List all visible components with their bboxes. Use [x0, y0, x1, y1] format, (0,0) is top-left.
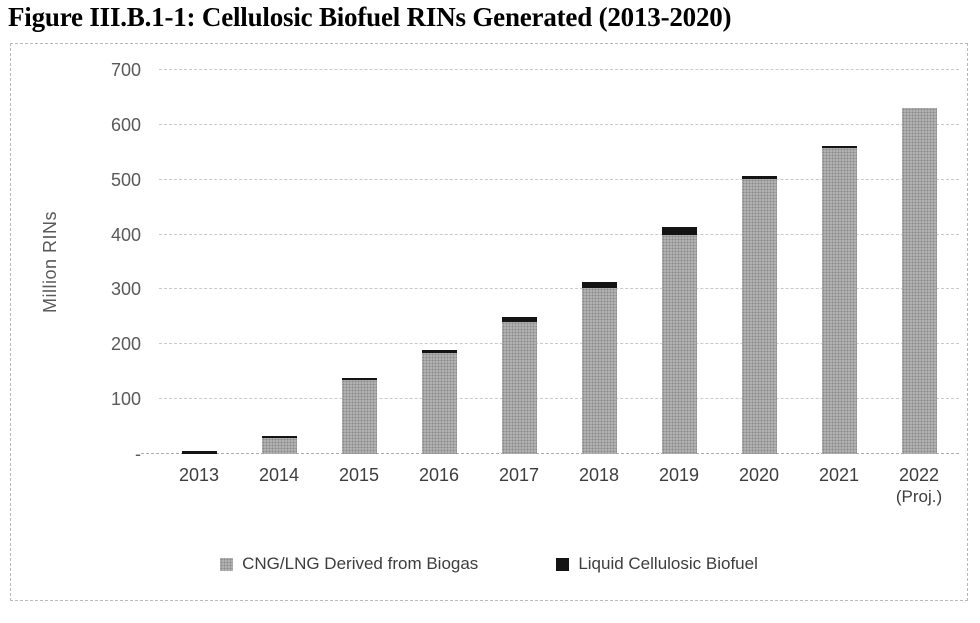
- x-tick-label-2021: 2021: [799, 464, 879, 486]
- plot-area: - 100 200 300 400 500 600 700: [111, 60, 959, 464]
- x-tick-label-text-2017: 2017: [498, 465, 540, 485]
- bar-segment-liquid-2021: [821, 145, 857, 148]
- x-tick-label-2017: 2017: [479, 464, 559, 486]
- y-axis-title: Million RINs: [39, 210, 60, 313]
- bar-segment-liquid-2020: [741, 176, 777, 180]
- bar-stack-2018: [581, 282, 617, 454]
- bar-stack-2013: [181, 451, 217, 454]
- bar-stack-2019: [661, 227, 697, 454]
- gridline-400: [159, 233, 959, 235]
- x-tick-label-text-2020: 2020: [738, 465, 780, 485]
- bar-2013: [159, 70, 239, 454]
- gridline-100: [159, 398, 959, 400]
- x-tick-label-text-2019: 2019: [658, 465, 700, 485]
- gridline-600: [159, 123, 959, 125]
- bar-2021: [799, 70, 879, 454]
- bar-stack-2020: [741, 176, 777, 454]
- x-tick-label-2019: 2019: [639, 464, 719, 486]
- legend-label-biogas: CNG/LNG Derived from Biogas: [242, 554, 479, 573]
- bar-segment-liquid-2014: [261, 435, 297, 439]
- bar-segment-liquid-2016: [421, 349, 457, 353]
- x-tick-label-2014: 2014: [239, 464, 319, 486]
- x-tick-label-2015: 2015: [319, 464, 399, 486]
- x-tick-label-text-2018: 2018: [578, 465, 620, 485]
- bar-segment-biogas-2021: [821, 147, 857, 454]
- bar-2020: [719, 70, 799, 454]
- y-tick-label-700: 700: [110, 60, 141, 80]
- y-tick-label-500: 500: [110, 169, 141, 190]
- y-tick-label-300: 300: [110, 279, 141, 300]
- gridline-200: [159, 343, 959, 345]
- bar-segment-liquid-2015: [341, 377, 377, 380]
- bar-stack-2014: [261, 435, 297, 454]
- bar-segment-liquid-2019: [661, 227, 697, 235]
- legend-item-biogas: CNG/LNG Derived from Biogas: [220, 554, 478, 574]
- bar-2018: [559, 70, 639, 454]
- bar-2017: [479, 70, 559, 454]
- x-tick-label-2020: 2020: [719, 464, 799, 486]
- bar-stack-2022: [901, 108, 937, 454]
- bar-segment-biogas-2019: [661, 234, 697, 454]
- x-tick-label-2016: 2016: [399, 464, 479, 486]
- bar-2019: [639, 70, 719, 454]
- bar-segment-biogas-2016: [421, 352, 457, 454]
- x-tick-label-2022: 2022 (Proj.): [879, 464, 959, 508]
- bar-segment-biogas-2020: [741, 179, 777, 454]
- bar-segment-biogas-2022: [901, 108, 937, 454]
- y-tick-label-zero: -: [135, 444, 141, 464]
- legend-swatch-liquid-icon: [556, 557, 570, 571]
- legend: CNG/LNG Derived from Biogas Liquid Cellu…: [11, 554, 967, 574]
- y-tick-label-200: 200: [110, 334, 141, 355]
- figure-title: Figure III.B.1-1: Cellulosic Biofuel RIN…: [8, 2, 732, 32]
- gridline-500: [159, 178, 959, 180]
- bar-stack-2016: [421, 349, 457, 454]
- bar-segment-liquid-2013: [181, 451, 217, 454]
- gridline-300: [159, 288, 959, 290]
- x-tick-label-2013: 2013: [159, 464, 239, 486]
- x-axis-labels: 2013 2014 2015 2016 2017 2018 2019 2020 2021 2022…: [159, 464, 959, 514]
- bar-2014: [239, 70, 319, 454]
- x-tick-label-text-2014: 2014: [258, 465, 300, 485]
- x-tick-label-text-2013: 2013: [178, 465, 220, 485]
- x-tick-label-text-2015: 2015: [338, 465, 380, 485]
- bar-segment-liquid-2018: [581, 282, 617, 288]
- legend-swatch-biogas-icon: [220, 557, 234, 571]
- y-tick-label-600: 600: [110, 114, 141, 135]
- x-tick-label-text-2021: 2021: [818, 465, 860, 485]
- bar-segment-biogas-2015: [341, 379, 377, 454]
- bar-segment-biogas-2014: [261, 438, 297, 454]
- y-tick-label-100: 100: [110, 389, 141, 410]
- x-tick-label-text-2022: 2022: [898, 465, 940, 485]
- bar-stack-2015: [341, 377, 377, 454]
- legend-label-liquid: Liquid Cellulosic Biofuel: [578, 554, 758, 573]
- x-tick-sublabel-2022: (Proj.): [895, 487, 943, 506]
- chart-box: Million RINs - 100 200 300 400 500 600 700 2013…: [10, 43, 968, 601]
- bar-stack-2017: [501, 316, 537, 454]
- bar-segment-liquid-2017: [501, 316, 537, 323]
- y-axis-title-wrap: Million RINs: [37, 70, 63, 454]
- legend-item-liquid: Liquid Cellulosic Biofuel: [556, 554, 758, 574]
- x-tick-label-2018: 2018: [559, 464, 639, 486]
- gridline-700: [159, 69, 959, 70]
- bar-2022: [879, 70, 959, 454]
- x-tick-label-text-2016: 2016: [418, 465, 460, 485]
- bar-2016: [399, 70, 479, 454]
- bar-stack-2021: [821, 145, 857, 454]
- bar-2015: [319, 70, 399, 454]
- bar-segment-biogas-2018: [581, 287, 617, 454]
- bar-segment-biogas-2017: [501, 322, 537, 454]
- x-axis-line: [141, 453, 959, 454]
- y-tick-label-400: 400: [110, 224, 141, 245]
